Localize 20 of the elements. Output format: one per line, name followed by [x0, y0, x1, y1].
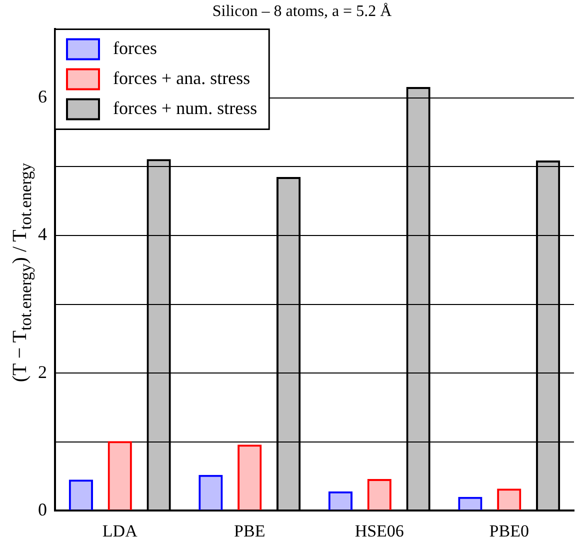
bar [497, 488, 522, 510]
y-tick-label: 0 [38, 499, 47, 520]
bar [198, 474, 223, 510]
x-tick-label: LDA [102, 521, 138, 540]
x-tick-label: PBE [234, 521, 266, 540]
y-tick-label: 6 [38, 86, 47, 107]
legend-label: forces [113, 38, 157, 58]
bar [108, 441, 132, 510]
legend-label: forces + ana. stress [113, 68, 250, 88]
x-tick-label: PBE0 [489, 521, 529, 540]
bar [328, 491, 353, 510]
bar [367, 478, 392, 510]
bar [238, 444, 262, 510]
legend-label: forces + num. stress [113, 98, 258, 118]
bar [68, 480, 94, 510]
y-tick-label: 2 [38, 362, 47, 382]
x-tick-label: HSE06 [354, 521, 404, 540]
bar [458, 496, 482, 510]
y-tick-label: 4 [38, 224, 47, 244]
chart-title: Silicon – 8 atoms, a = 5.2 Å [212, 2, 392, 20]
